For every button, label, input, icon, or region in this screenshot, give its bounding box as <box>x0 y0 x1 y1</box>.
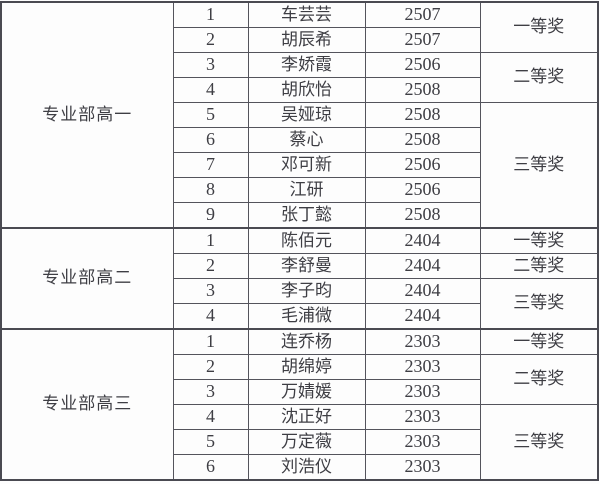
student-name-cell: 胡欣怡 <box>247 77 366 103</box>
class-number-cell: 2404 <box>364 278 481 304</box>
table-row: 3 李娇霞 2506 二等奖 <box>1 52 599 103</box>
class-number-cell: 2303 <box>364 379 481 405</box>
class-number-cell: 2508 <box>364 102 481 128</box>
table-row: 7 邓可新 2506 <box>1 152 598 178</box>
class-number-cell: 2303 <box>364 454 481 481</box>
table-row: 2 胡绵婷 2303 二等奖 <box>1 354 599 405</box>
student-name-cell: 李舒曼 <box>247 253 366 279</box>
rank-cell: 5 <box>172 429 249 455</box>
table-row: 8 江研 2506 <box>1 177 598 203</box>
class-number-cell: 2506 <box>364 52 481 78</box>
rank-cell: 7 <box>172 152 249 178</box>
student-name-cell: 万定薇 <box>247 429 366 455</box>
rank-cell: 4 <box>172 404 249 430</box>
rank-cell: 3 <box>172 278 249 304</box>
class-number-cell: 2508 <box>364 77 481 103</box>
student-name-cell: 吴娅琼 <box>247 102 366 128</box>
rank-cell: 4 <box>172 77 249 103</box>
rank-cell: 3 <box>172 52 249 78</box>
class-number-cell: 2404 <box>364 227 481 254</box>
student-name-cell: 李娇霞 <box>247 52 366 78</box>
table-row: 4 毛浦微 2404 <box>1 303 598 330</box>
student-name-cell: 连乔杨 <box>247 328 366 355</box>
class-number-cell: 2303 <box>364 354 481 380</box>
class-number-cell: 2404 <box>364 253 481 279</box>
class-number-cell: 2507 <box>364 27 481 53</box>
class-number-cell: 2507 <box>364 1 481 28</box>
student-name-cell: 万婧媛 <box>247 379 366 405</box>
student-name-cell: 胡绵婷 <box>247 354 366 380</box>
table-row: 3 万婧媛 2303 <box>1 379 598 405</box>
rank-cell: 4 <box>172 303 249 330</box>
student-name-cell: 江研 <box>247 177 366 203</box>
rank-cell: 8 <box>172 177 249 203</box>
rank-cell: 1 <box>172 1 249 28</box>
table-row: 2 李舒曼 2404 二等奖 <box>1 253 599 279</box>
rank-cell: 6 <box>172 127 249 153</box>
class-number-cell: 2303 <box>364 404 481 430</box>
rank-cell: 1 <box>172 328 249 355</box>
student-name-cell: 沈正好 <box>247 404 366 430</box>
student-name-cell: 胡辰希 <box>247 27 366 53</box>
student-name-cell: 李子昀 <box>247 278 366 304</box>
rank-cell: 9 <box>172 202 249 229</box>
award-cell: 二等奖 <box>479 52 599 103</box>
award-cell: 三等奖 <box>479 404 599 481</box>
class-number-cell: 2508 <box>364 127 481 153</box>
table-row: 专业部高二 1 陈佰元 2404 一等奖 <box>0 227 599 330</box>
class-number-cell: 2506 <box>364 152 481 178</box>
rank-cell: 2 <box>172 354 249 380</box>
student-name-cell: 蔡心 <box>247 127 366 153</box>
table-row: 5 万定薇 2303 <box>1 429 598 455</box>
rank-cell: 3 <box>172 379 249 405</box>
table-row: 2 胡辰希 2507 <box>1 27 598 53</box>
award-cell: 三等奖 <box>479 102 599 229</box>
student-name-cell: 邓可新 <box>247 152 366 178</box>
class-number-cell: 2508 <box>364 202 481 229</box>
rank-cell: 2 <box>172 253 249 279</box>
table-row: 专业部高一 1 车芸芸 2507 一等奖 <box>0 1 599 229</box>
class-number-cell: 2303 <box>364 429 481 455</box>
table-row: 3 李子昀 2404 三等奖 <box>1 278 599 330</box>
award-cell: 一等奖 <box>479 328 599 355</box>
class-number-cell: 2303 <box>364 328 481 355</box>
student-name-cell: 刘浩仪 <box>247 454 366 481</box>
table-row: 6 刘浩仪 2303 <box>1 454 598 481</box>
rank-cell: 2 <box>172 27 249 53</box>
table-row: 5 吴娅琼 2508 三等奖 <box>1 102 599 229</box>
student-name-cell: 车芸芸 <box>247 1 366 28</box>
student-name-cell: 陈佰元 <box>247 227 366 254</box>
table-row: 9 张丁懿 2508 <box>1 202 598 229</box>
award-cell: 一等奖 <box>479 227 599 254</box>
student-name-cell: 毛浦微 <box>247 303 366 330</box>
award-cell: 二等奖 <box>479 354 599 405</box>
table-row: 4 沈正好 2303 三等奖 <box>1 404 599 481</box>
student-name-cell: 张丁懿 <box>247 202 366 229</box>
group-cell: 专业部高三 <box>0 328 174 481</box>
award-cell: 一等奖 <box>479 1 599 53</box>
rank-cell: 5 <box>172 102 249 128</box>
award-cell: 二等奖 <box>479 253 599 279</box>
group-cell: 专业部高一 <box>0 1 174 229</box>
award-cell: 三等奖 <box>479 278 599 330</box>
class-number-cell: 2404 <box>364 303 481 330</box>
rank-cell: 1 <box>172 227 249 254</box>
rank-cell: 6 <box>172 454 249 481</box>
class-number-cell: 2506 <box>364 177 481 203</box>
table-row: 专业部高三 1 连乔杨 2303 一等奖 <box>0 328 599 481</box>
group-cell: 专业部高二 <box>0 227 174 330</box>
